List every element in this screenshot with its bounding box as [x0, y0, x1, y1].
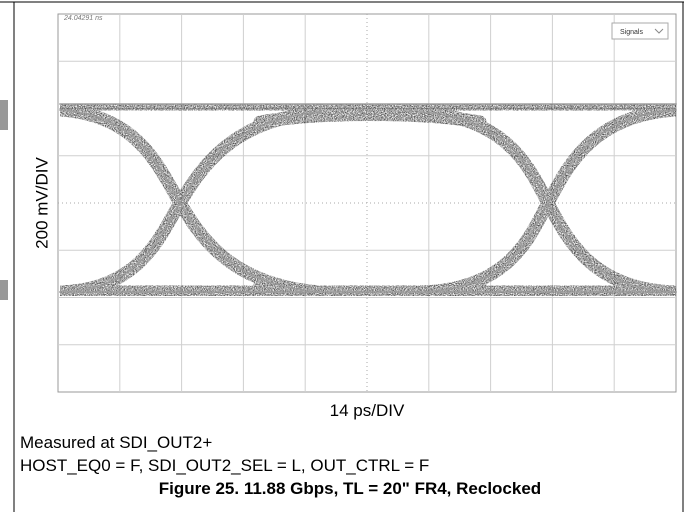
y-axis-label: 200 mV/DIV	[32, 157, 51, 249]
timestamp: 24.04291 ns	[63, 15, 103, 22]
neighbor-fragment	[0, 100, 8, 130]
figure-caption: Figure 25. 11.88 Gbps, TL = 20" FR4, Rec…	[159, 479, 541, 498]
caption-line: Measured at SDI_OUT2+	[20, 433, 212, 452]
signals-button-label[interactable]: Signals	[620, 29, 643, 36]
caption-line: HOST_EQ0 = F, SDI_OUT2_SEL = L, OUT_CTRL…	[20, 456, 429, 475]
neighbor-fragment	[0, 280, 8, 300]
x-axis-label: 14 ps/DIV	[330, 401, 405, 420]
signals-button[interactable]	[611, 22, 669, 40]
eye-diagram	[53, 97, 683, 303]
dropdown-arrow	[654, 28, 664, 34]
